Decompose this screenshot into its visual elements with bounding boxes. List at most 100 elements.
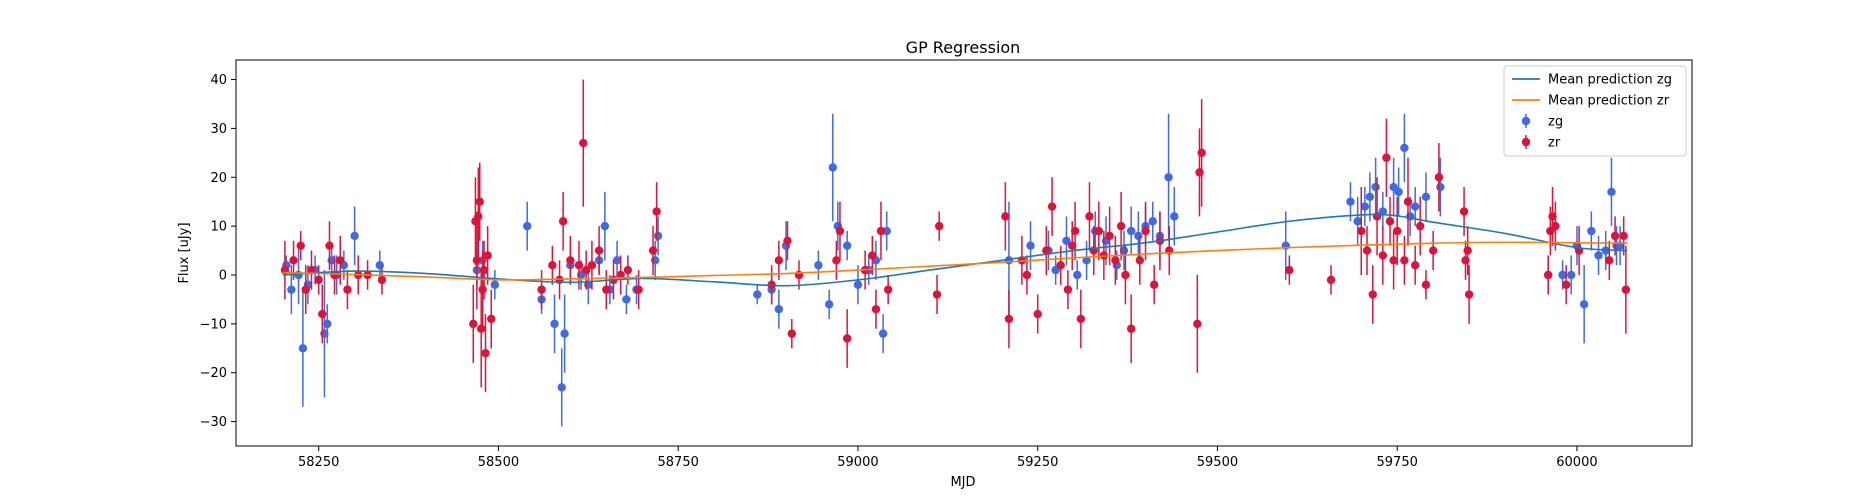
data-point bbox=[1579, 300, 1589, 309]
legend-label: zg bbox=[1548, 115, 1563, 130]
data-point bbox=[1400, 256, 1409, 265]
data-point bbox=[1378, 251, 1388, 260]
data-point bbox=[1561, 280, 1571, 289]
data-point bbox=[1607, 187, 1616, 197]
data-point bbox=[1099, 251, 1109, 260]
data-point bbox=[1326, 275, 1336, 285]
data-point bbox=[1382, 153, 1391, 162]
y-tick-label: 30 bbox=[210, 122, 227, 137]
data-point bbox=[1141, 226, 1150, 236]
data-point bbox=[774, 256, 784, 265]
data-point bbox=[650, 256, 660, 265]
data-point bbox=[314, 275, 323, 285]
x-tick-label: 58250 bbox=[298, 455, 339, 470]
data-point bbox=[1393, 226, 1402, 236]
data-point bbox=[377, 275, 387, 285]
data-point bbox=[523, 221, 532, 231]
y-tick-label: −10 bbox=[200, 317, 227, 332]
data-point bbox=[1285, 265, 1294, 275]
legend-label: Mean prediction zr bbox=[1548, 94, 1670, 109]
data-point bbox=[1362, 246, 1372, 255]
data-point bbox=[1094, 226, 1104, 236]
data-point bbox=[814, 261, 823, 270]
data-point bbox=[469, 319, 478, 329]
data-point bbox=[1368, 290, 1377, 299]
data-point bbox=[1033, 309, 1042, 319]
data-point bbox=[336, 256, 345, 265]
data-point bbox=[1421, 192, 1431, 202]
data-point bbox=[1587, 226, 1596, 236]
data-point bbox=[1389, 256, 1398, 265]
data-point bbox=[481, 348, 490, 358]
data-point bbox=[1134, 231, 1143, 241]
data-point bbox=[1421, 280, 1431, 289]
data-point bbox=[483, 251, 492, 260]
chart-title: GP Regression bbox=[906, 38, 1021, 57]
data-point bbox=[1558, 270, 1567, 280]
data-point bbox=[832, 256, 841, 265]
y-tick-label: 0 bbox=[219, 268, 227, 283]
x-axis-label: MJD bbox=[950, 475, 975, 490]
data-point bbox=[1056, 261, 1065, 270]
data-point bbox=[487, 314, 496, 324]
data-point bbox=[550, 319, 559, 329]
data-point bbox=[479, 265, 489, 275]
data-point bbox=[868, 251, 877, 260]
data-point bbox=[1357, 226, 1366, 236]
data-point bbox=[287, 285, 296, 294]
data-point bbox=[1197, 148, 1206, 158]
data-point bbox=[1464, 290, 1474, 299]
y-axis: −30 −20 −10 0 10 20 30 40 bbox=[200, 73, 236, 430]
data-point bbox=[301, 285, 310, 294]
data-point bbox=[1461, 256, 1470, 265]
data-point bbox=[794, 270, 804, 280]
data-point bbox=[1428, 246, 1438, 255]
data-point bbox=[1434, 173, 1444, 182]
data-point bbox=[602, 285, 611, 294]
x-tick-label: 60000 bbox=[1556, 455, 1597, 470]
data-point bbox=[1135, 256, 1144, 265]
data-point bbox=[1082, 256, 1091, 265]
data-point bbox=[566, 256, 575, 265]
x-tick-label: 59250 bbox=[1017, 455, 1058, 470]
data-point bbox=[1410, 261, 1420, 270]
data-point bbox=[835, 226, 845, 236]
data-point bbox=[1004, 314, 1014, 324]
y-axis-label: Flux [uJy] bbox=[177, 222, 192, 283]
data-point bbox=[1548, 212, 1557, 221]
data-point bbox=[1410, 202, 1420, 211]
data-point bbox=[1385, 217, 1395, 226]
data-point bbox=[560, 329, 569, 338]
y-tick-label: 20 bbox=[210, 171, 227, 186]
data-point bbox=[557, 383, 566, 392]
data-point bbox=[1394, 187, 1403, 197]
data-point bbox=[1405, 212, 1415, 221]
data-point bbox=[1378, 207, 1388, 216]
data-point bbox=[878, 329, 888, 338]
data-point bbox=[652, 207, 661, 216]
data-point bbox=[587, 261, 597, 270]
data-point bbox=[1047, 202, 1057, 211]
data-point bbox=[1073, 270, 1082, 280]
data-point bbox=[1001, 212, 1010, 221]
legend-marker-swatch bbox=[1521, 137, 1531, 147]
data-point bbox=[579, 138, 588, 148]
x-tick-label: 59000 bbox=[837, 455, 878, 470]
data-point bbox=[1416, 221, 1425, 231]
data-point bbox=[1026, 241, 1035, 250]
data-point bbox=[318, 309, 327, 319]
data-point bbox=[774, 304, 784, 314]
data-point bbox=[871, 304, 881, 314]
data-point bbox=[1085, 212, 1094, 221]
legend-box bbox=[1503, 65, 1687, 157]
data-point bbox=[490, 280, 500, 289]
data-point bbox=[634, 285, 643, 294]
data-point bbox=[298, 344, 308, 353]
axes-frame bbox=[235, 59, 1693, 447]
data-point bbox=[1360, 202, 1370, 211]
x-tick-label: 59750 bbox=[1377, 455, 1418, 470]
data-point bbox=[294, 270, 303, 280]
data-point bbox=[883, 285, 893, 294]
data-point bbox=[1621, 285, 1631, 294]
data-point bbox=[1116, 221, 1126, 231]
